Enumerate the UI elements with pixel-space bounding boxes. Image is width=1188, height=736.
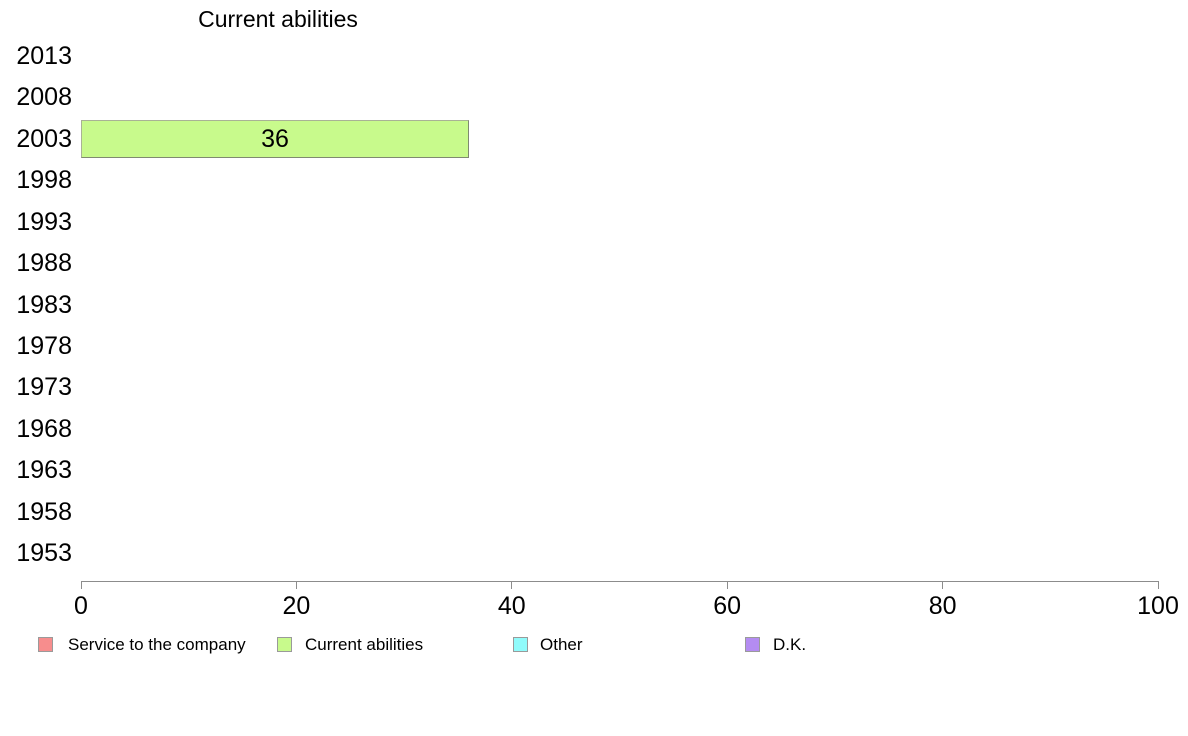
chart-title: Current abilities [198,6,358,32]
legend-swatch [38,637,53,652]
legend-swatch [745,637,760,652]
y-axis-label: 1998 [16,166,72,195]
y-axis-label: 2013 [16,42,72,70]
x-axis-tick-label: 60 [713,592,742,620]
x-axis-tick [726,581,728,589]
y-axis-label: 1953 [16,539,72,567]
legend-swatch [277,637,292,652]
bar-2003: 36 [81,119,469,158]
x-axis-tick-label: 100 [1137,592,1179,620]
x-axis-tick [942,581,944,589]
x-axis-tick [511,581,513,589]
x-axis-line [81,581,1158,582]
legend-item-label: Other [540,635,583,654]
x-axis-tick-label: 20 [282,592,311,620]
y-axis-label: 1978 [16,331,72,360]
legend-swatch [513,637,528,652]
legend-item-label: Current abilities [305,635,424,654]
y-axis-label: 1993 [16,207,72,236]
x-axis-tick-label: 40 [497,592,526,620]
x-axis-tick [295,581,297,589]
x-axis-tick-label: 0 [74,592,88,620]
x-axis-tick [1157,581,1159,589]
legend-item-label: Service to the company [68,635,246,654]
x-axis-tick-label: 80 [928,592,957,620]
legend-item-label: D.K. [773,635,807,654]
y-axis-label: 1983 [16,290,72,319]
y-axis-label: 1963 [16,456,72,485]
y-axis-label: 2003 [16,124,72,153]
y-axis-label: 1968 [16,414,72,443]
bar-value-label: 36 [261,124,289,153]
y-axis-label: 1958 [16,497,72,526]
y-axis-label: 2008 [16,83,72,112]
y-axis-label: 1973 [16,373,72,402]
y-axis-label: 1988 [16,249,72,278]
x-axis-tick [80,581,82,589]
